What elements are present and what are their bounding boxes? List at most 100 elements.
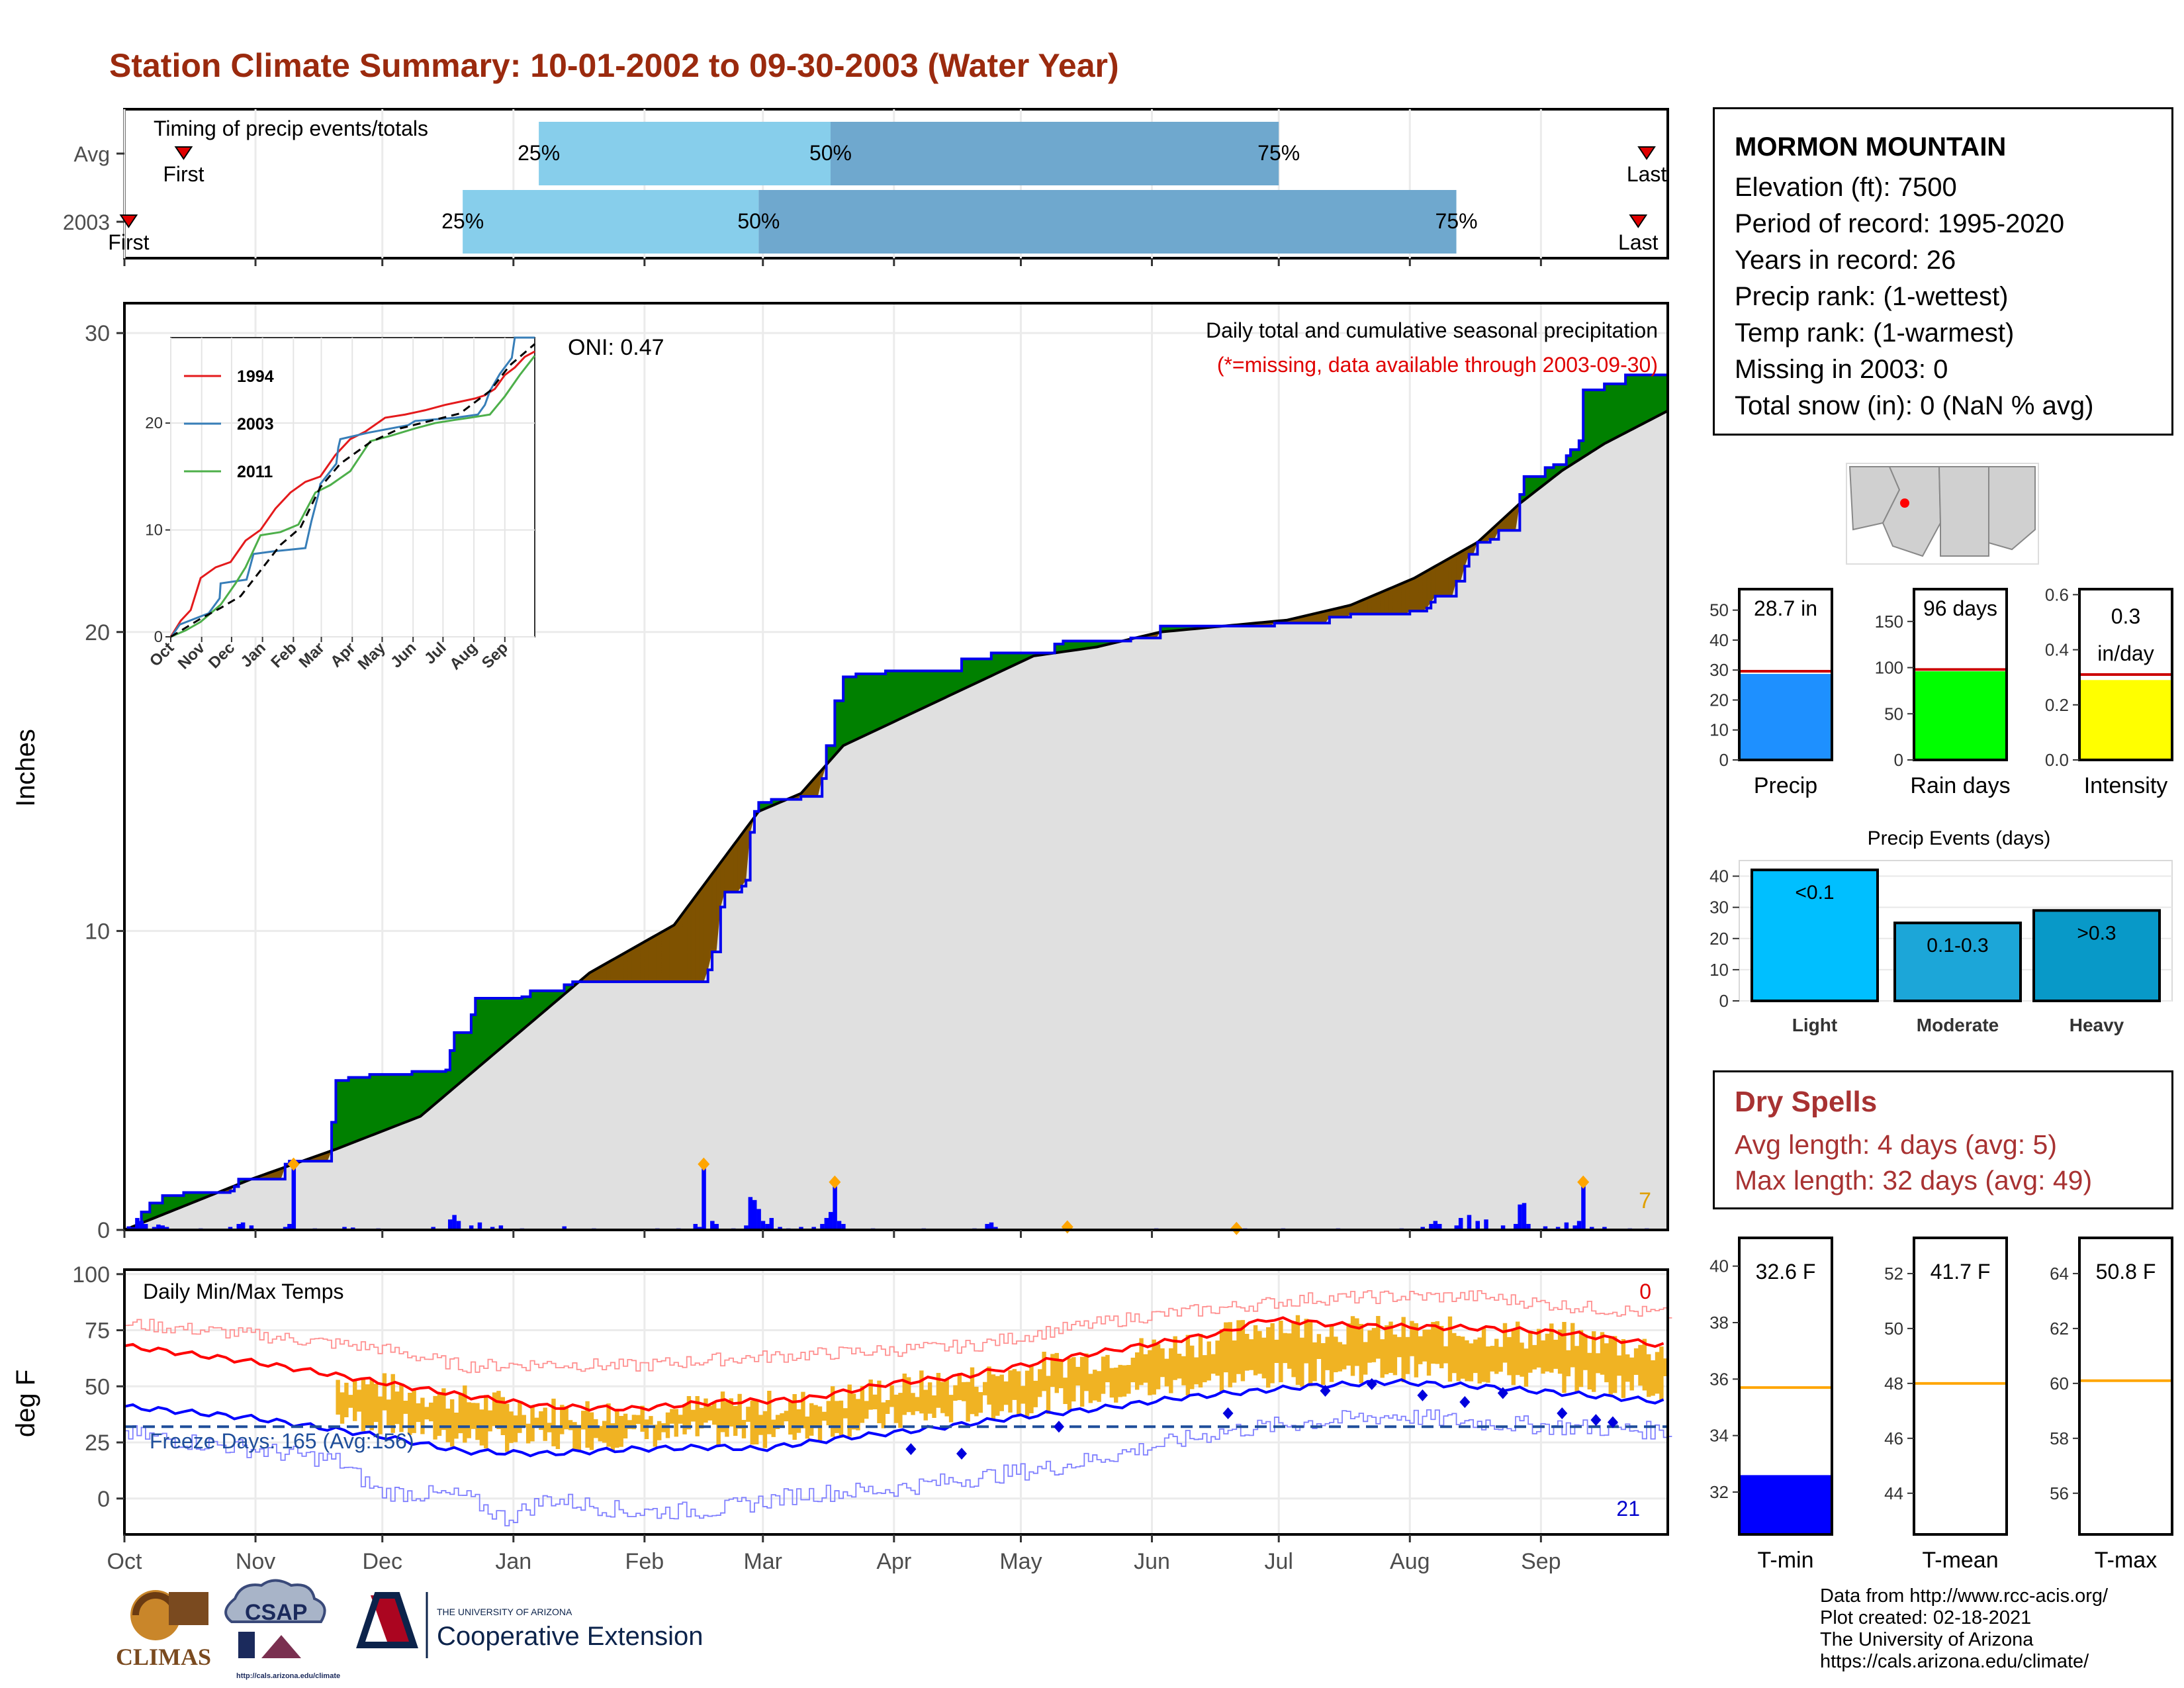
temp-gauge-y-tick-label: 36 bbox=[1709, 1369, 1729, 1389]
precip-daily-bar bbox=[152, 1227, 157, 1230]
precip-gauge-y-tick-label: 0.4 bbox=[2045, 640, 2069, 660]
precip-extreme-marker bbox=[1230, 1221, 1243, 1235]
precip-gauge-label: Rain days bbox=[1910, 773, 2010, 798]
temp-gauge-y-tick-label: 44 bbox=[1884, 1483, 1903, 1503]
dry-spells-max: Max length: 32 days (avg: 49) bbox=[1735, 1165, 2093, 1196]
temps-x-tick-label: Mar bbox=[743, 1549, 782, 1574]
events-y-tick-label: 10 bbox=[1709, 960, 1729, 980]
timing-first-label: First bbox=[163, 162, 204, 186]
events-y-tick-label: 30 bbox=[1709, 898, 1729, 917]
precip-gauge-y-tick-label: 50 bbox=[1884, 704, 1903, 724]
precip-daily-bar bbox=[291, 1167, 296, 1230]
precip-daily-bar bbox=[824, 1217, 829, 1230]
temps-x-tick-label: Aug bbox=[1390, 1549, 1430, 1574]
temp-gauge-y-tick-label: 50 bbox=[1884, 1319, 1903, 1338]
timing-last-marker bbox=[1637, 146, 1656, 160]
timing-q50-label: 50% bbox=[809, 141, 852, 165]
precip-gauge-y-tick-label: 0.2 bbox=[2045, 695, 2069, 715]
events-title: Precip Events (days) bbox=[1868, 827, 2051, 849]
temps-cold-marker bbox=[1053, 1421, 1064, 1433]
precip-gauge-value-label: 96 days bbox=[1923, 596, 1997, 620]
precip-gauge-y-tick-label: 0 bbox=[1719, 750, 1729, 770]
station-line: Years in record: 26 bbox=[1735, 246, 1956, 275]
precip-daily-bar bbox=[490, 1227, 495, 1230]
station-line: Period of record: 1995-2020 bbox=[1735, 209, 2065, 238]
temp-gauge-y-tick-label: 56 bbox=[2050, 1483, 2069, 1503]
credit-line: Plot created: 02-18-2021 bbox=[1820, 1607, 2032, 1628]
temps-x-tick-label: May bbox=[999, 1549, 1042, 1574]
map-state-nm bbox=[1938, 466, 1989, 557]
temps-record-max-line bbox=[124, 1289, 1672, 1374]
temp-gauge-bg bbox=[1914, 1238, 2007, 1534]
credits: Data from http://www.rcc-acis.org/ Plot … bbox=[1820, 1585, 2108, 1673]
precip-gauge-label: Intensity bbox=[2084, 773, 2168, 798]
dry-spells-avg: Avg length: 4 days (avg: 5) bbox=[1735, 1129, 2057, 1160]
precip-gauge-frame bbox=[2078, 588, 2173, 761]
timing-row-label: 2003 bbox=[63, 211, 110, 234]
temps-record-min-line bbox=[124, 1409, 1672, 1526]
precip-avg-cumulative-line bbox=[124, 409, 1668, 1231]
temps-y-tick-label: 50 bbox=[85, 1374, 110, 1399]
precip-daily-bar bbox=[985, 1223, 989, 1230]
precip-daily-bar bbox=[1602, 1227, 1607, 1230]
precip-daily-bar bbox=[562, 1226, 567, 1230]
inset-series-line bbox=[170, 355, 536, 638]
precip-daily-bar bbox=[1576, 1221, 1582, 1230]
temp-gauge-bg bbox=[2079, 1238, 2172, 1534]
inset-y-tick-label: 0 bbox=[154, 628, 163, 646]
csap-text: CSAP bbox=[245, 1600, 307, 1625]
events-bar-label: <0.1 bbox=[1795, 882, 1834, 904]
precip-oni-label: ONI: 0.47 bbox=[568, 335, 664, 360]
precip-daily-bar bbox=[833, 1182, 837, 1230]
precip-subtitle: (*=missing, data available through 2003-… bbox=[1217, 353, 1658, 377]
timing-last-marker bbox=[1629, 214, 1648, 228]
precip-panel-frame bbox=[123, 302, 1669, 1231]
precip-daily-bar bbox=[1518, 1204, 1522, 1230]
precip-daily-bar bbox=[452, 1215, 457, 1230]
timing-row-label: Avg bbox=[73, 142, 110, 166]
events-bar-label: 0.1-0.3 bbox=[1927, 935, 1988, 957]
temp-gauge-y-tick-label: 34 bbox=[1709, 1426, 1729, 1446]
precip-corner-label: 7 bbox=[1639, 1188, 1651, 1213]
temps-cold-marker bbox=[1590, 1414, 1602, 1427]
precip-gauge-value-label: 0.3 bbox=[2111, 604, 2140, 628]
precip-gauge-y-tick-label: 0.6 bbox=[2045, 585, 2069, 604]
temp-gauge-value-label: 32.6 F bbox=[1756, 1260, 1816, 1284]
precip-daily-bar bbox=[756, 1209, 761, 1230]
precip-gauge-y-tick-label: 0 bbox=[1894, 750, 1903, 770]
temps-x-tick-label: Nov bbox=[236, 1549, 275, 1574]
temps-hot-count: 0 bbox=[1639, 1280, 1651, 1303]
precip-daily-bar bbox=[1572, 1225, 1577, 1230]
precip-daily-bar bbox=[1522, 1203, 1527, 1230]
precip-extreme-marker bbox=[698, 1157, 710, 1171]
temp-gauge-label: T-max bbox=[2095, 1548, 2157, 1573]
station-line: Elevation (ft): 7500 bbox=[1735, 173, 1957, 202]
precip-gauge-y-tick-label: 0.0 bbox=[2045, 750, 2069, 770]
temps-cold-marker bbox=[1459, 1396, 1471, 1408]
temp-gauge-y-tick-label: 52 bbox=[1884, 1264, 1903, 1284]
dry-spells-title: Dry Spells bbox=[1735, 1086, 1878, 1118]
precip-gauge-y-tick-label: 30 bbox=[1709, 660, 1729, 680]
precip-daily-bar bbox=[342, 1227, 347, 1230]
precip-daily-bar bbox=[477, 1222, 482, 1230]
events-bar bbox=[1751, 868, 1879, 1002]
csap-url: http://cals.arizona.edu/climate bbox=[236, 1672, 340, 1680]
ua-logo: THE UNIVERSITY OF ARIZONA Cooperative Ex… bbox=[356, 1592, 703, 1658]
temp-gauge-y-tick-label: 38 bbox=[1709, 1313, 1729, 1333]
map-station-point bbox=[1900, 498, 1909, 508]
map-state-tx bbox=[1988, 466, 2036, 551]
credit-line: The University of Arizona bbox=[1820, 1629, 2034, 1650]
timing-bar-q50-q75 bbox=[758, 190, 1457, 254]
precip-daily-bar bbox=[287, 1223, 292, 1230]
events-bar-label: >0.3 bbox=[2077, 922, 2116, 944]
inset-legend-label: 2003 bbox=[237, 415, 274, 434]
precip-daily-bar bbox=[135, 1217, 140, 1230]
temps-x-tick-label: Feb bbox=[625, 1549, 664, 1574]
temps-cold-marker bbox=[1607, 1416, 1618, 1429]
precip-gauge-bar bbox=[2079, 680, 2172, 760]
precip-daily-bar bbox=[760, 1221, 766, 1230]
precip-daily-bar bbox=[1581, 1182, 1586, 1230]
precip-daily-bar bbox=[837, 1221, 842, 1230]
